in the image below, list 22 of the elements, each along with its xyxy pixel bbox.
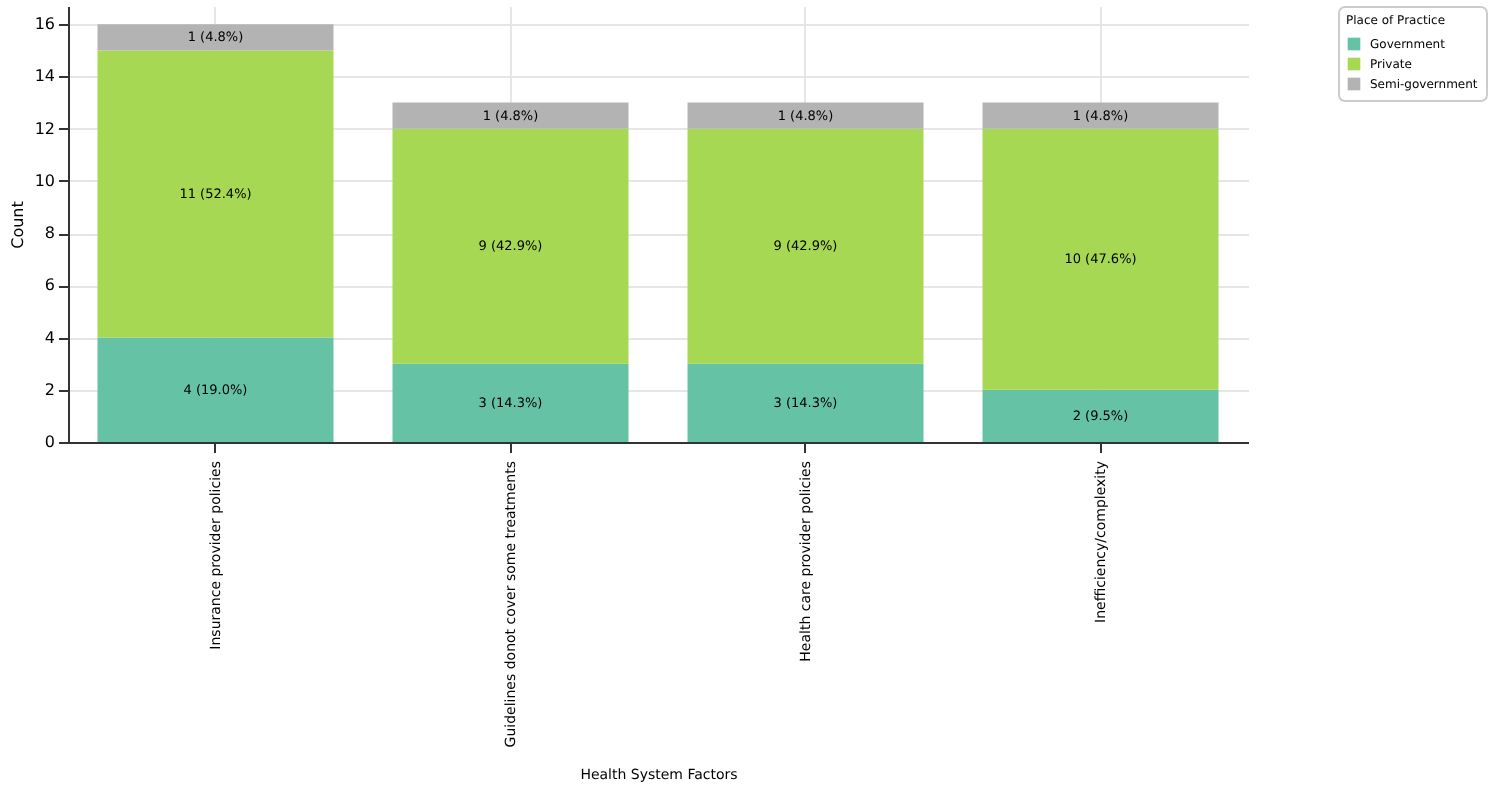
y-tick-label: 4 <box>44 328 55 347</box>
bar <box>392 363 629 442</box>
bar <box>982 128 1219 390</box>
bar <box>687 128 924 364</box>
y-tick-label: 10 <box>34 171 55 190</box>
bar <box>97 50 334 338</box>
bar <box>982 102 1219 129</box>
y-tick-label: 6 <box>44 276 55 295</box>
bar <box>982 389 1219 442</box>
y-tick-label: 16 <box>34 15 55 34</box>
bar <box>687 102 924 129</box>
y-tick-label: 12 <box>34 119 55 138</box>
bar <box>392 128 629 364</box>
y-axis-title: Count <box>8 201 27 249</box>
bar <box>687 363 924 442</box>
y-tick-label: 0 <box>44 433 55 451</box>
bar <box>97 24 334 51</box>
bar <box>97 337 334 442</box>
bar <box>392 102 629 129</box>
y-tick-label: 14 <box>34 67 55 86</box>
y-tick-label: 2 <box>44 380 55 399</box>
y-tick-label: 8 <box>44 224 55 243</box>
